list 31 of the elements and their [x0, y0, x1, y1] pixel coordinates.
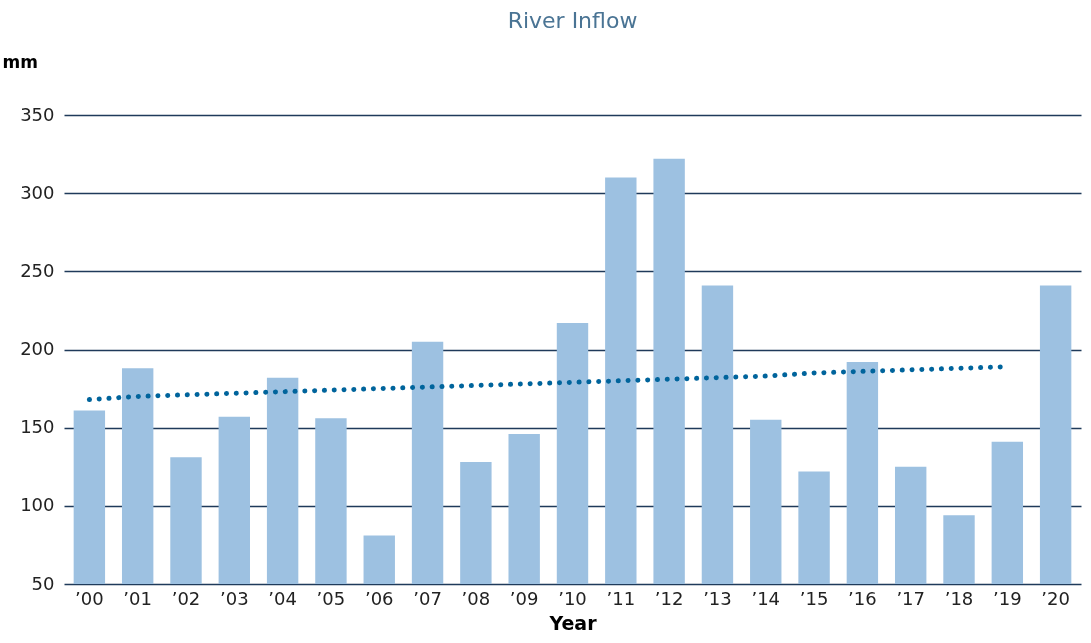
y-tick-label: 100: [20, 494, 55, 516]
y-tick-label: 250: [20, 259, 55, 281]
chart-title: River Inflow: [507, 8, 638, 33]
y-tick-label: 350: [20, 103, 55, 125]
x-tick-label: ’06: [364, 587, 394, 609]
x-tick-label: ’19: [993, 587, 1022, 609]
x-tick-label: ’13: [703, 587, 732, 609]
x-tick-label: ’16: [848, 587, 877, 609]
x-tick-label: ’20: [1041, 587, 1070, 609]
x-tick-label: ’03: [219, 587, 249, 609]
x-tick-label: ’17: [896, 587, 926, 609]
x-axis-title: Year: [548, 611, 598, 634]
x-tick-label: ’10: [558, 587, 587, 609]
x-tick-label: ’14: [751, 587, 781, 609]
y-axis-title: mm: [2, 51, 38, 72]
x-tick-label: ’01: [123, 587, 152, 609]
x-tick-label: ’08: [461, 587, 491, 609]
y-tick-label: 200: [20, 338, 55, 359]
x-tick-label: ’18: [944, 587, 974, 609]
x-tick-label: ’02: [171, 587, 201, 609]
x-tick-label: ’04: [268, 587, 297, 609]
x-tick-label: ’15: [799, 587, 829, 609]
x-tick-label: ’00: [75, 587, 104, 609]
x-tick-label: ’12: [654, 587, 684, 609]
x-tick-label: ’11: [606, 587, 636, 609]
x-tick-label: ’07: [413, 587, 442, 609]
y-tick-label: 50: [31, 572, 55, 594]
y-tick-label: 150: [20, 416, 55, 438]
x-tick-label: ’09: [509, 587, 539, 609]
x-tick-label: ’05: [316, 587, 346, 609]
y-tick-label: 300: [20, 181, 55, 203]
